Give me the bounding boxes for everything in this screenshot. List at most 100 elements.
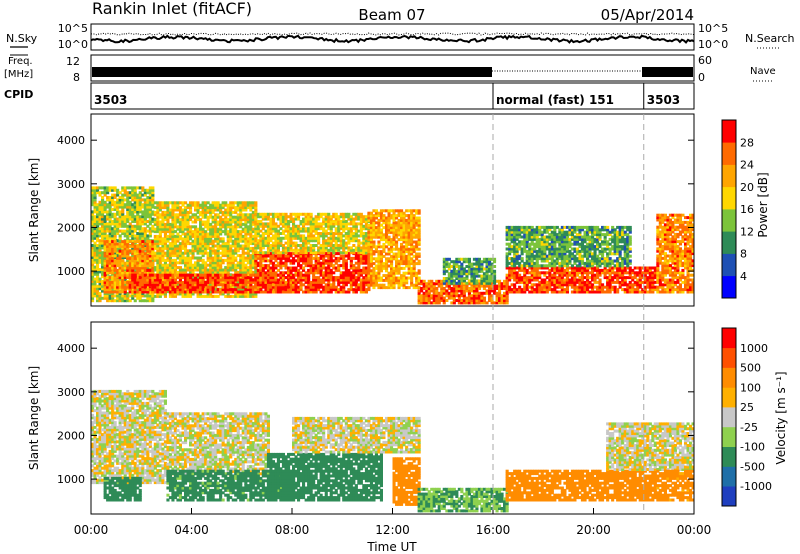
power-cell — [221, 276, 225, 280]
power-cell — [151, 252, 155, 256]
power-cell — [309, 239, 313, 243]
power-cell — [339, 276, 343, 280]
power-cell — [166, 283, 170, 287]
power-cell — [241, 208, 245, 212]
power-cell — [344, 259, 348, 263]
power-cell — [98, 244, 102, 247]
power-cell — [266, 271, 270, 275]
power-cell — [354, 239, 358, 243]
power-cell — [292, 278, 296, 282]
power-cell — [151, 200, 155, 204]
power-cell — [256, 222, 260, 226]
power-cell — [402, 238, 406, 242]
power-cell — [312, 227, 316, 231]
power-cell — [113, 188, 117, 192]
power-cell — [148, 285, 152, 289]
power-cell — [274, 283, 278, 287]
power-cell — [108, 261, 112, 265]
power-cell — [136, 205, 140, 209]
power-cell — [417, 278, 421, 282]
power-cell — [178, 290, 182, 294]
power-cell — [191, 288, 195, 292]
power-cell — [163, 258, 167, 262]
power-cell — [332, 280, 336, 284]
power-cell — [367, 266, 371, 270]
power-cell — [264, 278, 268, 282]
power-cell — [259, 288, 263, 292]
power-cell — [108, 212, 112, 216]
power-cell — [364, 278, 368, 282]
power-cell — [151, 244, 155, 248]
power-cell — [382, 235, 386, 239]
power-cell — [138, 234, 142, 238]
power-cell — [287, 271, 291, 275]
freq-label: Freq. — [8, 56, 33, 67]
power-cell — [244, 244, 248, 248]
power-cell — [357, 248, 361, 252]
power-cell — [176, 266, 180, 270]
power-cell — [214, 251, 218, 255]
power-cell — [91, 299, 95, 303]
power-cell — [156, 280, 160, 284]
power-cell — [269, 271, 273, 275]
power-cell — [123, 186, 127, 190]
power-cell — [148, 276, 152, 280]
power-cell — [324, 246, 328, 250]
power-cell — [392, 240, 396, 244]
power-cell — [91, 244, 95, 247]
power-cell — [390, 283, 394, 287]
power-cell — [91, 227, 95, 231]
power-cell — [113, 254, 117, 258]
power-cell — [168, 242, 172, 246]
power-cell — [349, 266, 353, 270]
power-cell — [234, 280, 238, 284]
power-cell — [417, 271, 421, 275]
noise-right-tick-top: 10^5 — [698, 22, 728, 35]
power-cell — [209, 232, 213, 236]
power-cell — [337, 246, 341, 250]
power-cell — [259, 236, 263, 240]
power-cell — [412, 286, 416, 290]
power-cell — [324, 283, 328, 287]
power-cell — [354, 222, 358, 226]
power-cell — [314, 278, 318, 282]
power-cell — [186, 266, 190, 270]
power-cell — [347, 236, 351, 240]
power-cell — [123, 198, 127, 202]
power-cell — [364, 266, 368, 270]
power-cell — [214, 263, 218, 267]
power-cell — [415, 242, 419, 246]
power-cell — [101, 270, 105, 274]
power-cell — [292, 252, 296, 256]
power-cell — [392, 209, 396, 213]
power-cell — [173, 220, 177, 224]
power-cell — [103, 296, 107, 300]
power-cell — [201, 288, 205, 292]
power-cell — [191, 285, 195, 289]
power-cell — [184, 268, 188, 272]
power-cell — [284, 288, 288, 292]
power-cell — [249, 273, 253, 277]
power-cell — [128, 191, 132, 195]
power-cell — [259, 283, 263, 287]
power-cell — [161, 210, 165, 214]
power-cell — [266, 285, 270, 289]
power-cell — [344, 268, 348, 272]
power-cell — [103, 261, 107, 265]
power-cell — [178, 230, 182, 234]
power-cell — [387, 240, 391, 244]
power-cell — [113, 186, 117, 190]
power-cell — [186, 251, 190, 255]
power-cell — [189, 234, 193, 238]
power-cell — [387, 228, 391, 232]
power-cell — [307, 241, 311, 245]
power-cell — [156, 249, 160, 253]
power-cell — [173, 283, 177, 287]
power-cell — [128, 186, 132, 190]
power-cell — [289, 244, 293, 247]
power-cell — [186, 280, 190, 284]
power-cell — [339, 264, 343, 268]
power-cell — [274, 234, 278, 238]
power-cell — [96, 239, 100, 243]
power-cell — [216, 276, 220, 280]
